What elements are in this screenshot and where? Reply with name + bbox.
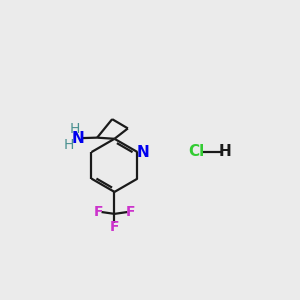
Text: N: N <box>136 145 149 160</box>
Text: F: F <box>94 205 103 219</box>
Text: F: F <box>126 205 135 219</box>
Text: Cl: Cl <box>188 144 205 159</box>
Text: H: H <box>69 122 80 136</box>
Text: F: F <box>110 220 119 234</box>
Text: H: H <box>219 144 232 159</box>
Text: H: H <box>64 138 74 152</box>
Text: N: N <box>72 130 85 146</box>
